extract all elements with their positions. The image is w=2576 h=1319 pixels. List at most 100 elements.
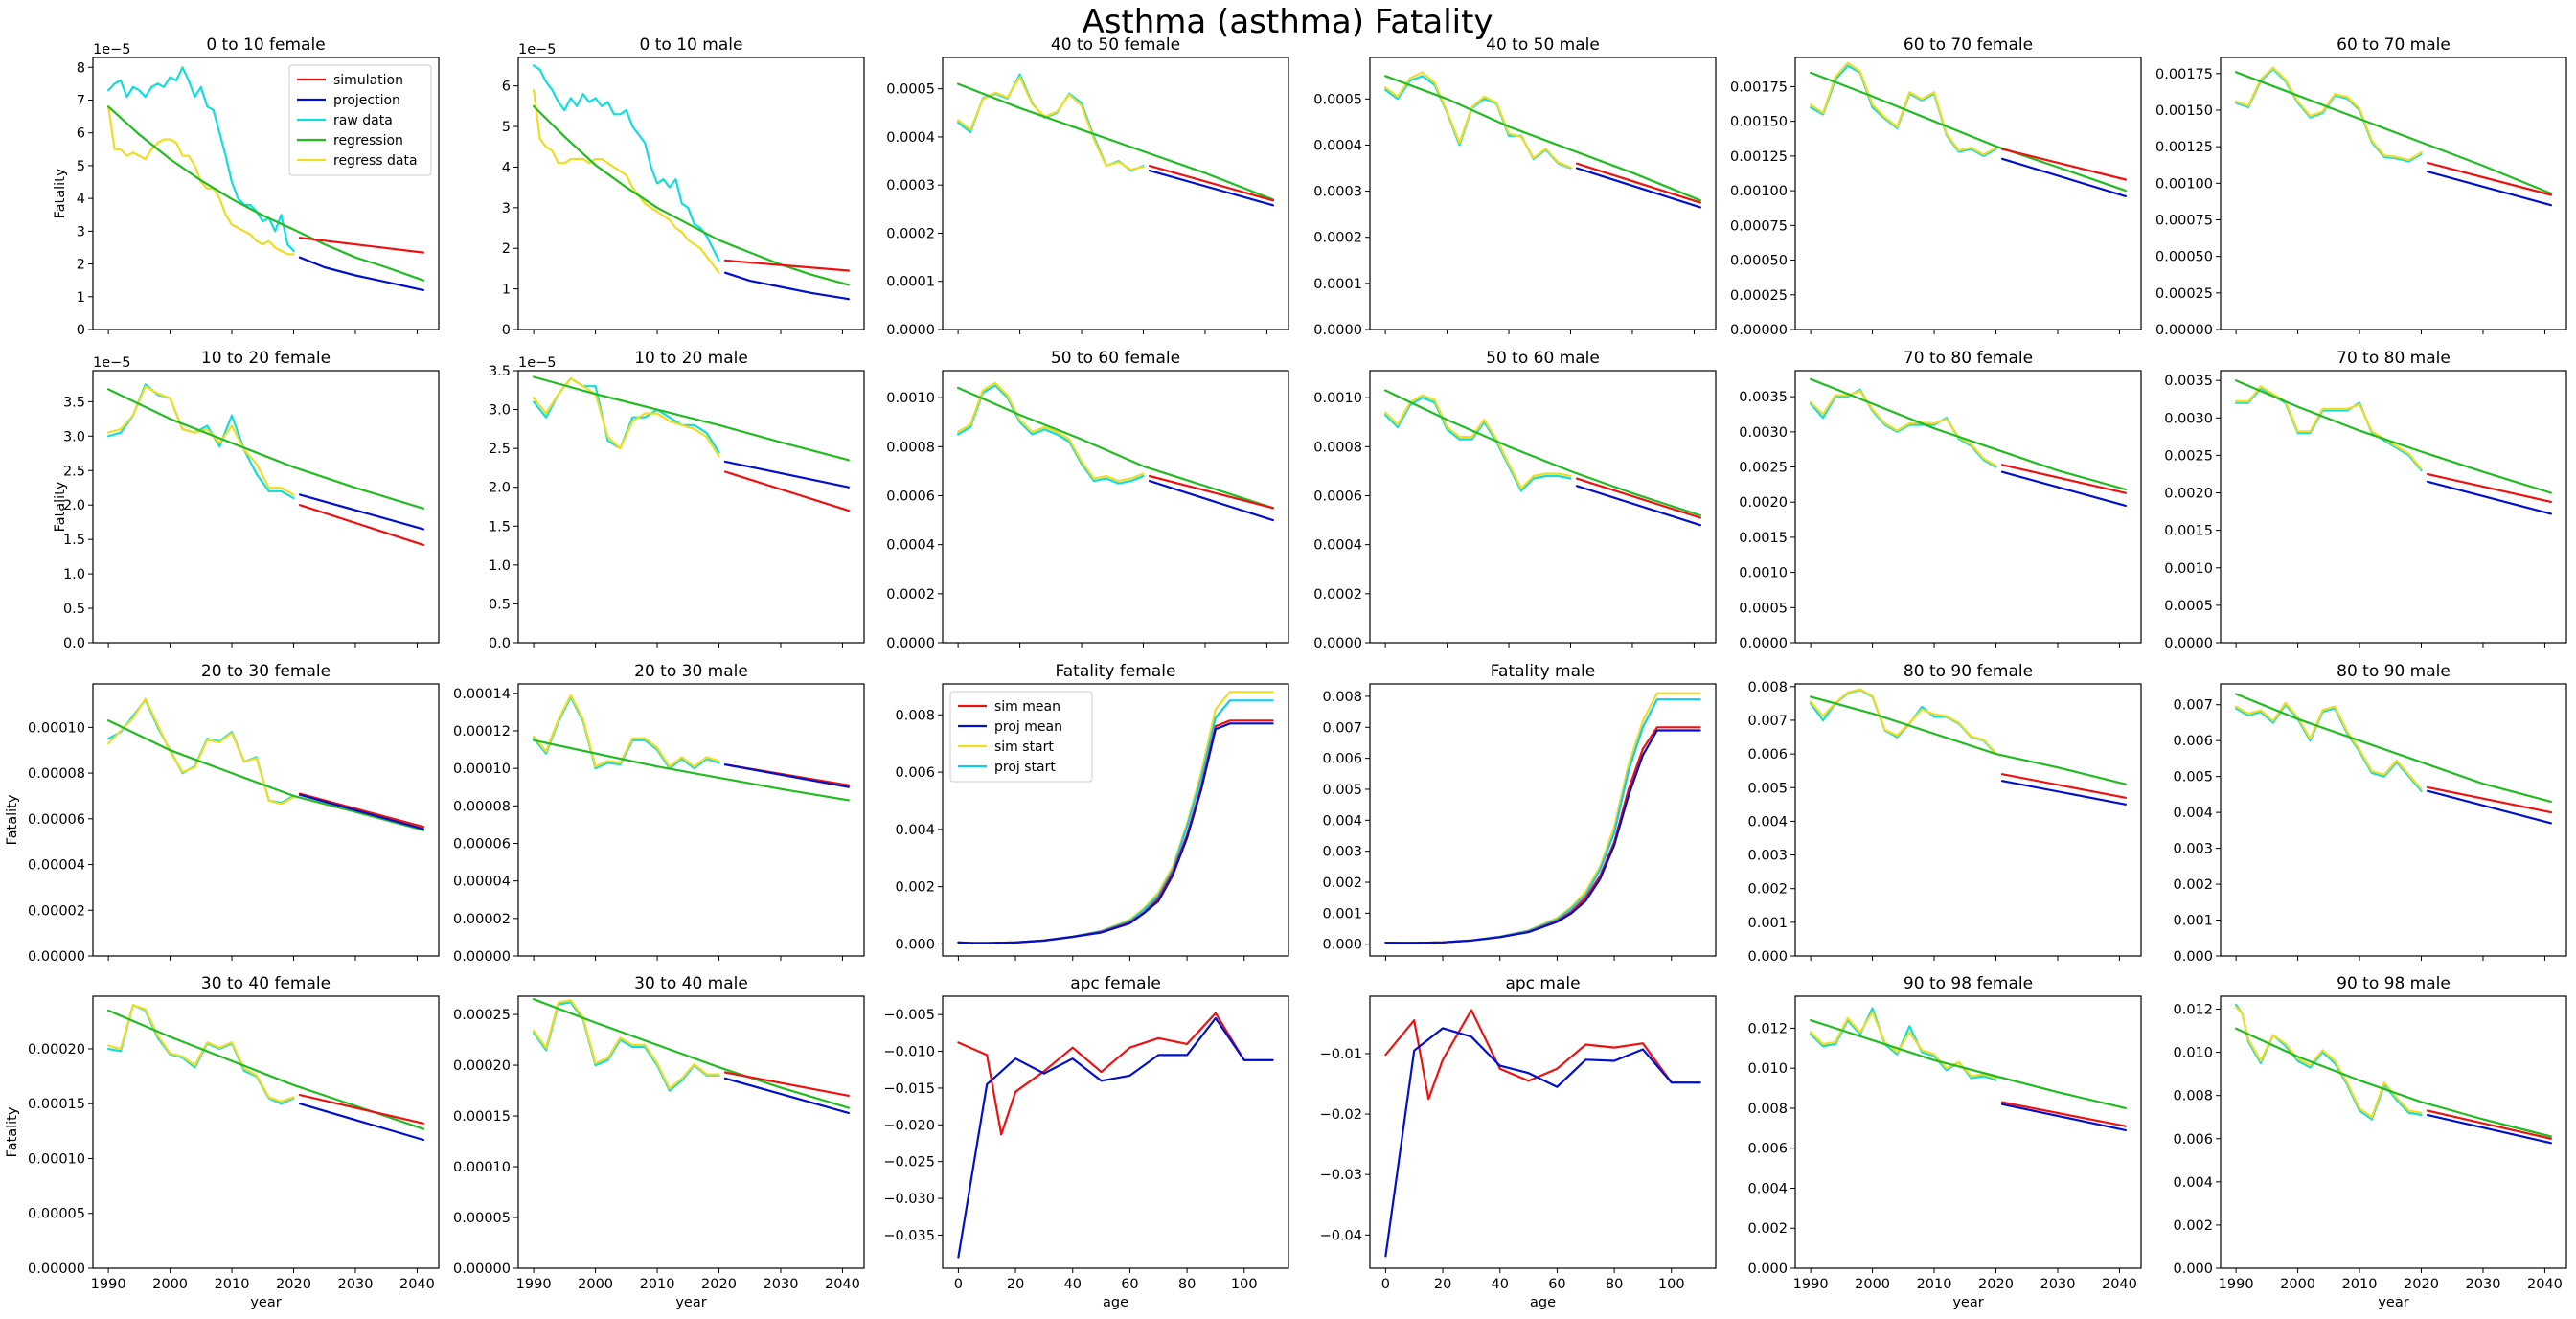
- y-tick-label: 1.0: [489, 558, 511, 574]
- y-tick-label: 0.00150: [2155, 103, 2213, 119]
- y-tick-label: 0.00020: [453, 1058, 511, 1074]
- y-tick-label: 0.007: [2173, 698, 2213, 714]
- subplot-title: 70 to 80 female: [1904, 349, 2033, 368]
- series-group: [1809, 688, 2127, 806]
- y-tick-label: 0.0001: [1313, 277, 1362, 292]
- x-tick-label: 60: [1121, 1277, 1138, 1292]
- subplot-40-to-50-female: 40 to 50 female 0.0000 0.0001 0.0002 0.0003 0…: [886, 35, 1289, 338]
- y-tick-label: 0.00000: [2155, 323, 2213, 338]
- y-tick-label: 1.5: [489, 519, 511, 534]
- legend-box: [949, 691, 1093, 783]
- y-tick-label: −0.01: [1320, 1047, 1362, 1062]
- x-tick-label: 2020: [1978, 1277, 2014, 1292]
- subplot-title: 30 to 40 male: [634, 974, 748, 993]
- x-tick-label: 1990: [516, 1277, 552, 1292]
- subplot-title: 10 to 20 female: [201, 349, 331, 368]
- plot-area: [1794, 370, 2142, 644]
- x-tick-label: 2000: [2280, 1277, 2315, 1292]
- y-tick-label: 0.00025: [1730, 288, 1788, 304]
- y-tick-label: 0.0006: [886, 489, 935, 504]
- y-tick-label: 0.0010: [886, 391, 935, 406]
- y-tick-label: 0.0: [489, 636, 511, 651]
- y-tick-label: 0.003: [1322, 845, 1362, 860]
- series-group: [2235, 66, 2552, 207]
- y-tick-label: 0.0003: [886, 178, 935, 193]
- series-group: [1383, 71, 1702, 209]
- y-tick-label: 0.00015: [453, 1109, 511, 1125]
- subplot-80-to-90-male: 80 to 90 male 0.000 0.001 0.002 0.003 0.004 0.…: [2173, 662, 2567, 965]
- x-tick-label: 2020: [2404, 1277, 2439, 1292]
- legend-box: [288, 64, 432, 176]
- y-tick-label: 3: [77, 224, 85, 239]
- y-tick-label: 0.00008: [28, 766, 85, 782]
- subplot-50-to-60-male: 50 to 60 male 0.0000 0.0002 0.0004 0.0006 0.0…: [1313, 349, 1717, 651]
- x-axis-label: year: [675, 1295, 706, 1310]
- subplot-title: apc male: [1505, 974, 1580, 993]
- series-line-simulation: [298, 1093, 424, 1125]
- x-tick-label: 0: [1381, 1277, 1390, 1292]
- x-axis-label: year: [1952, 1295, 1983, 1310]
- series-line-projection: [1575, 167, 1702, 209]
- plot-area: [942, 370, 1289, 644]
- legend-label-proj-start: proj start: [994, 760, 1056, 775]
- y-tick-label: 0.00075: [1730, 218, 1788, 234]
- y-tick-label: 0.00004: [28, 858, 85, 874]
- series-line-regression: [2235, 1027, 2552, 1138]
- y-tick-label: 0.00050: [2155, 250, 2213, 265]
- x-tick-label: 2030: [2466, 1277, 2501, 1292]
- y-tick-label: 0.00010: [453, 762, 511, 777]
- series-line-regression: [2235, 693, 2552, 804]
- series-line-simulation: [957, 1012, 1274, 1136]
- subplot-10-to-20-female: 10 to 20 female 0.0 0.5 1.0 1.5 2.0 2.5 3.0 3.5 1…: [53, 349, 440, 651]
- y-tick-label: 1.0: [63, 567, 85, 582]
- series-line-simulation: [2000, 148, 2127, 181]
- y-tick-label: 0.00000: [28, 1262, 85, 1277]
- series-line-regress-data: [106, 105, 295, 256]
- x-tick-label: 1990: [1793, 1277, 1829, 1292]
- y-tick-label: 0.00004: [453, 875, 511, 890]
- series-line-simulation: [1575, 477, 1702, 519]
- plot-area: [517, 995, 865, 1269]
- y-tick-label: 0.00020: [28, 1042, 85, 1057]
- subplot-title: 20 to 30 female: [201, 662, 331, 681]
- legend: simulation projection raw data regression re…: [288, 64, 432, 176]
- y-tick-label: 0.0025: [2164, 448, 2213, 464]
- y-tick-label: 0.003: [1747, 849, 1788, 864]
- y-tick-label: 0.0005: [1313, 92, 1362, 107]
- series-line-regress-data: [2235, 701, 2423, 790]
- y-tick-label: 0.006: [2173, 734, 2213, 749]
- legend-label-raw-data: raw data: [333, 113, 393, 128]
- series-line-regression: [106, 388, 424, 510]
- x-tick-label: 2020: [701, 1277, 737, 1292]
- series-line-projection: [1148, 480, 1275, 522]
- series-line-projection: [2426, 789, 2552, 825]
- y-tick-label: 0.004: [2173, 1175, 2213, 1191]
- y-tick-label: 0.005: [1747, 781, 1788, 796]
- series-line-simulation: [2000, 1101, 2127, 1127]
- y-tick-label: 0.008: [1747, 680, 1788, 695]
- y-tick-label: 7: [77, 93, 85, 108]
- y-tick-label: 0.00000: [1730, 323, 1788, 338]
- legend-label-simulation: simulation: [333, 73, 403, 88]
- y-tick-label: 0.00010: [28, 720, 85, 736]
- y-tick-label: 0.003: [2173, 842, 2213, 857]
- y-tick-label: 0.0004: [1313, 538, 1362, 554]
- subplot-40-to-50-male: 40 to 50 male 0.0000 0.0001 0.0002 0.0003 0.0…: [1313, 35, 1717, 338]
- series-line-regression: [1809, 695, 2127, 785]
- x-tick-label: 0: [954, 1277, 963, 1292]
- series-group: [532, 998, 851, 1115]
- subplot-60-to-70-male: 60 to 70 male 0.00000 0.00025 0.00050 0.0007…: [2155, 35, 2567, 338]
- y-tick-label: 6: [502, 80, 511, 95]
- series-line-regress-data: [2235, 66, 2423, 161]
- y-tick-label: 0.008: [1322, 690, 1362, 705]
- y-tick-label: −0.02: [1320, 1107, 1362, 1123]
- series-line-projection: [298, 493, 424, 531]
- subplot-30-to-40-female: 30 to 40 female 0.00000 0.00005 0.00010 0.00…: [5, 974, 440, 1310]
- y-axis-label: Fatality: [5, 1106, 20, 1157]
- series-line-simulation: [2426, 161, 2552, 196]
- y-tick-label: 0.012: [2173, 1003, 2213, 1018]
- series-group: [532, 694, 851, 802]
- y-tick-label: 0.00050: [1730, 254, 1788, 269]
- series-line-projection: [723, 460, 851, 489]
